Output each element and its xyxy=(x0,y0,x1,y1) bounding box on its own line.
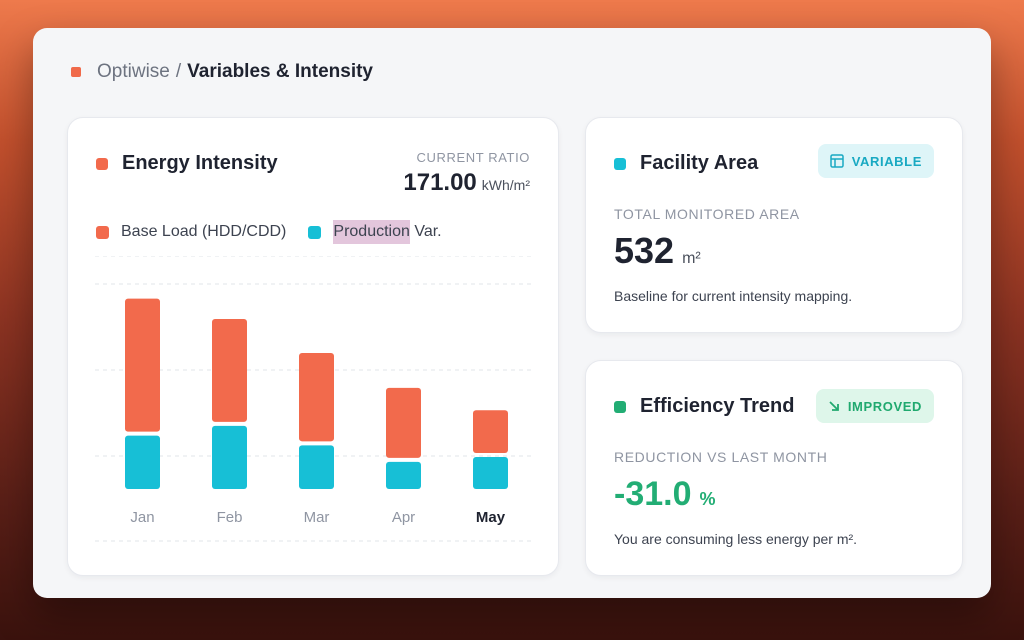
x-tick-label-may: May xyxy=(476,509,506,526)
energy-intensity-card: Energy Intensity CURRENT RATIO 171.00 kW… xyxy=(67,117,559,576)
bar-base-load-may xyxy=(473,410,508,453)
legend-item-production[interactable]: Production Var. xyxy=(308,220,442,244)
bar-production-apr xyxy=(386,461,421,489)
brand-mark-icon xyxy=(71,67,81,77)
orange-square-icon xyxy=(96,157,108,170)
trend-card-header: Efficiency Trend xyxy=(614,395,795,418)
x-tick-label-mar: Mar xyxy=(304,509,330,526)
breadcrumb: Optiwise / Variables & Intensity xyxy=(71,60,373,84)
trend-number: -31.0 xyxy=(614,475,692,513)
green-square-icon xyxy=(614,400,626,413)
trend-unit: % xyxy=(699,489,716,509)
energy-card-title: Energy Intensity xyxy=(122,152,278,174)
ratio-label: CURRENT RATIO xyxy=(416,150,530,165)
facility-area-card: Facility Area VARIABLE TOTAL MONITORED A… xyxy=(585,117,963,333)
x-tick-label-apr: Apr xyxy=(392,509,415,526)
area-card-title: Facility Area xyxy=(640,152,759,174)
orange-square-icon xyxy=(96,225,109,239)
ratio-number: 171.00 xyxy=(403,169,477,196)
chart-area: Jan Feb Mar Apr May xyxy=(95,255,535,556)
trend-description: You are consuming less energy per m². xyxy=(614,531,858,547)
ratio-value: 171.00 kWh/m² xyxy=(403,169,530,197)
chart-legend: Base Load (HDD/CDD) Production Var. xyxy=(96,220,464,244)
table-icon xyxy=(829,154,844,168)
ratio-unit: kWh/m² xyxy=(481,177,530,193)
bar-base-load-jan xyxy=(125,298,160,432)
breadcrumb-app-link[interactable]: Optiwise xyxy=(97,61,170,82)
area-description: Baseline for current intensity mapping. xyxy=(614,288,853,304)
teal-square-icon xyxy=(614,157,626,170)
bar-base-load-feb xyxy=(212,318,247,422)
area-card-header: Facility Area xyxy=(614,152,758,175)
trend-stat-label: REDUCTION VS LAST MONTH xyxy=(614,449,828,465)
trend-stat-value: -31.0 % xyxy=(614,475,716,514)
bar-production-feb xyxy=(212,425,247,489)
energy-card-header: Energy Intensity xyxy=(96,152,278,175)
stacked-bar-chart: Jan Feb Mar Apr May xyxy=(95,255,535,542)
bar-production-may xyxy=(473,456,508,489)
bar-production-mar xyxy=(299,445,334,489)
trend-card-title: Efficiency Trend xyxy=(640,395,795,417)
area-number: 532 xyxy=(614,230,675,271)
x-tick-label-feb: Feb xyxy=(217,509,243,526)
page-title: Variables & Intensity xyxy=(187,61,373,82)
variable-badge[interactable]: VARIABLE xyxy=(817,144,934,178)
area-unit: m² xyxy=(682,250,701,267)
badge-label: VARIABLE xyxy=(851,153,922,169)
improved-badge[interactable]: IMPROVED xyxy=(815,389,934,423)
bar-base-load-mar xyxy=(299,352,334,442)
legend-label-suffix: Var. xyxy=(414,223,442,240)
legend-label-highlighted: Production xyxy=(333,220,410,244)
efficiency-trend-card: Efficiency Trend IMPROVED REDUCTION VS L… xyxy=(585,360,963,576)
app-window: Optiwise / Variables & Intensity Energy … xyxy=(33,28,991,598)
arrow-down-right-icon xyxy=(829,401,839,411)
breadcrumb-separator: / xyxy=(175,61,182,82)
badge-label: IMPROVED xyxy=(847,398,922,414)
bar-base-load-apr xyxy=(386,387,421,458)
bar-production-jan xyxy=(125,435,160,489)
teal-square-icon xyxy=(308,225,322,239)
legend-label: Base Load (HDD/CDD) xyxy=(121,223,287,240)
area-stat-value: 532 m² xyxy=(614,230,701,272)
legend-item-base-load[interactable]: Base Load (HDD/CDD) xyxy=(96,223,286,241)
area-stat-label: TOTAL MONITORED AREA xyxy=(614,206,800,222)
x-tick-label-jan: Jan xyxy=(130,509,154,526)
